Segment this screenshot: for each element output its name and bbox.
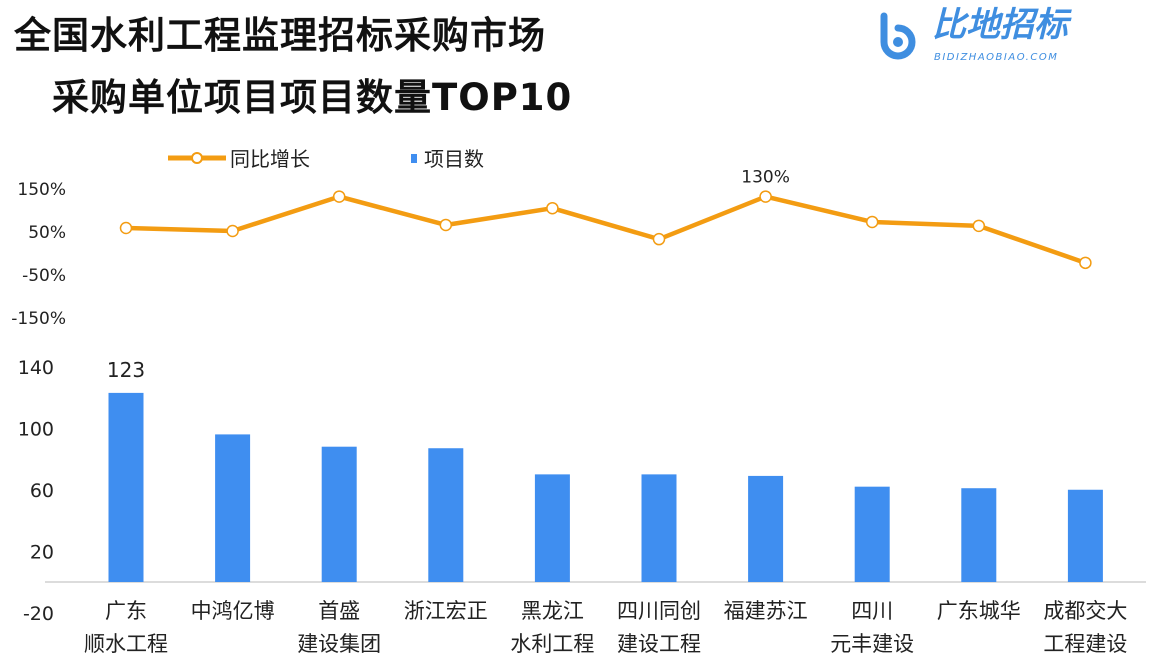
growth-point <box>546 201 559 215</box>
bar <box>748 475 784 582</box>
bar <box>321 446 357 582</box>
growth-point <box>652 232 666 246</box>
growth-point <box>332 190 346 203</box>
x-category-label: 黑龙江 <box>521 599 584 623</box>
bar-y-tick-label: -20 <box>23 603 54 625</box>
growth-point <box>119 221 133 235</box>
bar-y-tick-label: 60 <box>30 480 54 502</box>
x-category-label: 建设工程 <box>617 632 701 656</box>
bar <box>108 392 144 582</box>
logo-name: 比地招标 <box>932 5 1068 45</box>
bar-y-tick-label: 100 <box>18 418 54 440</box>
x-category-label: 浙江宏正 <box>404 599 488 623</box>
bar <box>854 486 890 582</box>
growth-point <box>759 190 772 203</box>
x-category-label: 四川同创 <box>617 599 701 623</box>
bar <box>215 434 251 582</box>
bar-y-tick-label: 140 <box>18 357 54 379</box>
bar <box>534 474 570 582</box>
bar <box>428 448 464 582</box>
chart-title-line1: 全国水利工程监理招标采购市场 <box>14 14 546 57</box>
legend-bar-swatch <box>411 154 417 163</box>
logo-icon <box>880 12 916 60</box>
bar <box>1067 489 1103 582</box>
x-category-label: 建设集团 <box>297 632 381 656</box>
growth-point <box>226 224 239 238</box>
line-y-tick-label: 150% <box>17 180 66 200</box>
bar-y-tick-label: 20 <box>30 541 54 563</box>
bar <box>961 488 997 582</box>
line-data-label: 130% <box>741 168 790 188</box>
growth-point <box>972 219 986 233</box>
bar-data-label: 123 <box>107 358 145 382</box>
x-category-label: 广东 <box>105 599 147 623</box>
growth-point <box>865 215 879 229</box>
x-category-label: 工程建设 <box>1043 632 1127 656</box>
legend-label-growth: 同比增长 <box>230 147 310 171</box>
x-category-label: 中鸿亿博 <box>191 599 275 623</box>
line-y-tick-label: -50% <box>22 266 66 286</box>
x-category-label: 元丰建设 <box>830 632 914 656</box>
legend: 同比增长 项目数 <box>168 147 484 171</box>
line-y-tick-label: -150% <box>11 309 66 329</box>
x-category-label: 福建苏江 <box>724 599 808 623</box>
growth-point <box>1079 256 1092 270</box>
legend-label-count: 项目数 <box>424 147 484 171</box>
growth-line <box>125 194 1087 265</box>
bar <box>641 474 677 582</box>
x-category-label: 四川 <box>851 599 893 623</box>
chart-title-line2: 采购单位项目项目数量TOP10 <box>52 76 573 119</box>
logo: 比地招标 BIDIZHAOBIAO.COM <box>874 6 1134 70</box>
x-category-label: 成都交大 <box>1043 599 1127 623</box>
legend-line-marker <box>191 152 203 164</box>
x-category-label: 广东城华 <box>937 599 1021 623</box>
x-category-label: 首盛 <box>318 599 360 623</box>
x-category-label: 顺水工程 <box>84 632 168 656</box>
line-y-tick-label: 50% <box>28 223 66 243</box>
growth-point <box>439 218 453 232</box>
logo-url: BIDIZHAOBIAO.COM <box>934 52 1059 63</box>
x-category-label: 水利工程 <box>510 632 594 656</box>
